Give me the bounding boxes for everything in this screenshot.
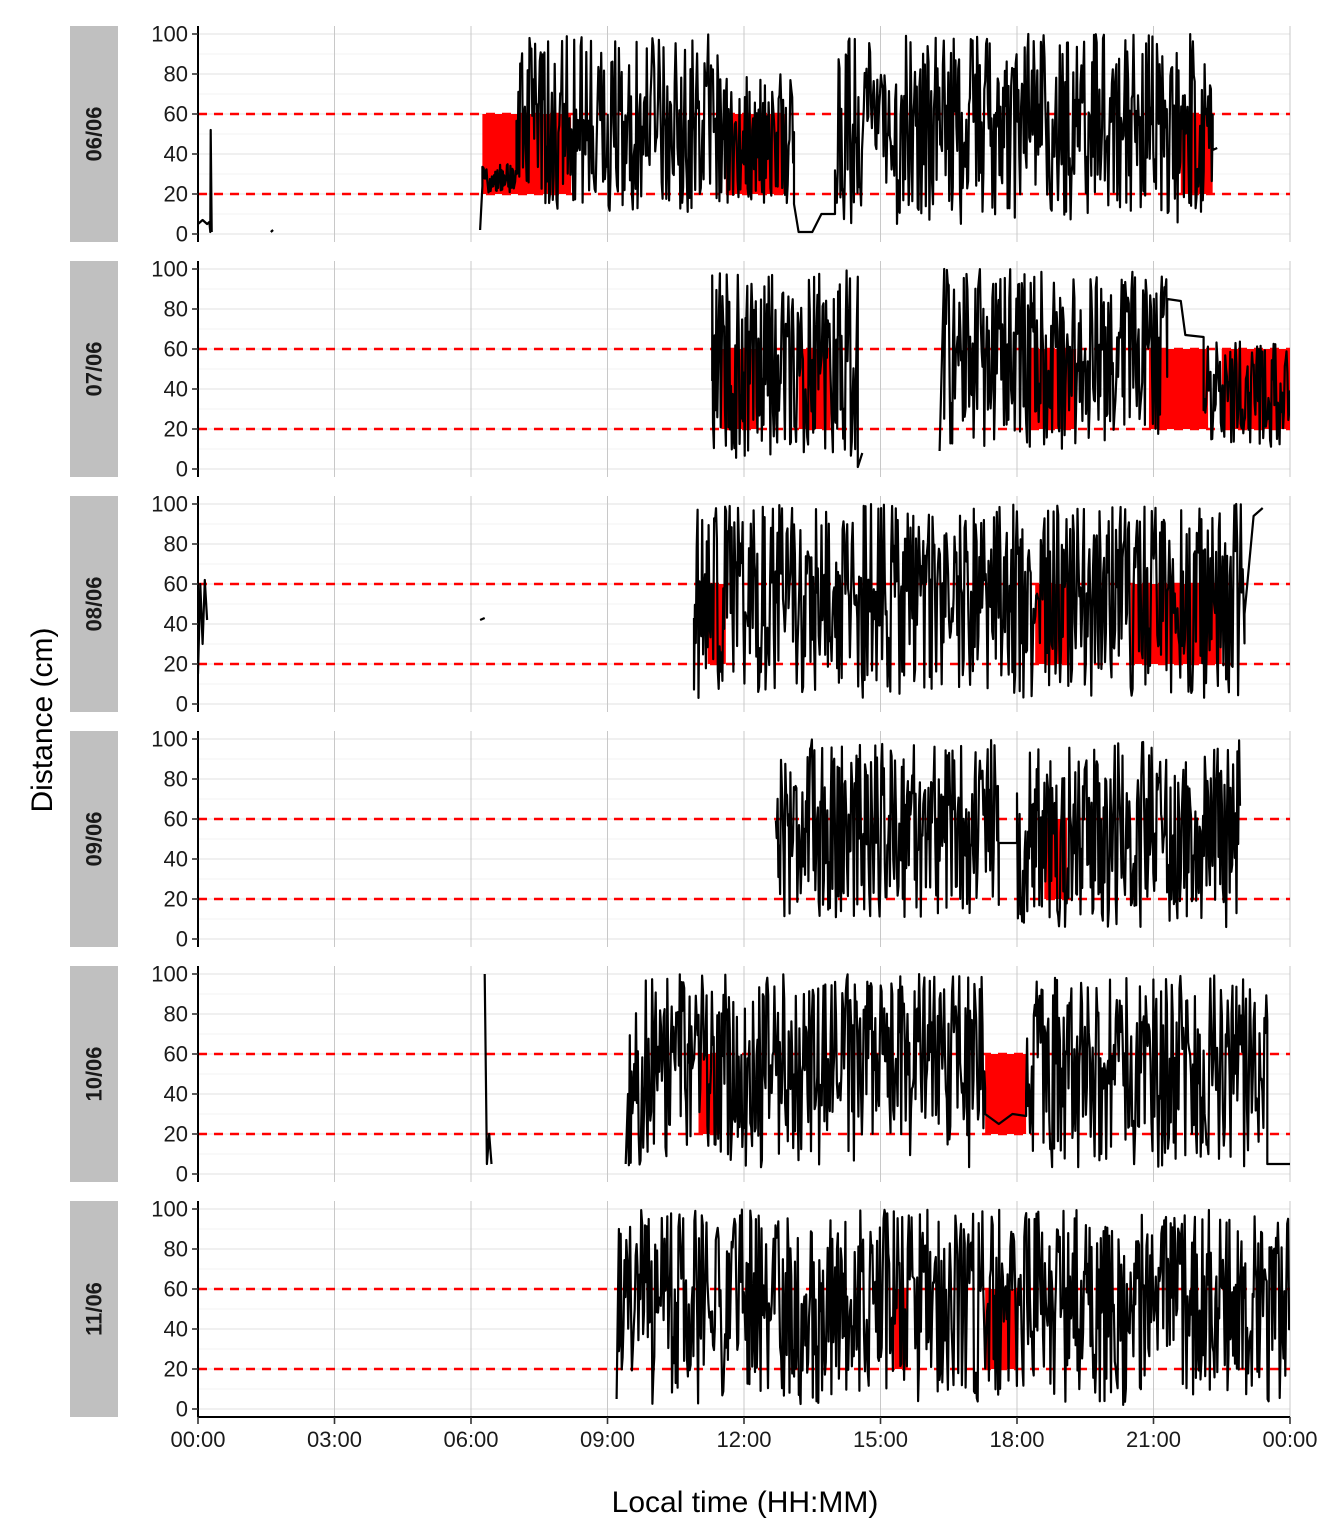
y-tick-label: 60 <box>164 572 188 597</box>
facet-strip-label: 07/06 <box>82 341 107 396</box>
facet-strip <box>70 261 118 477</box>
facet-strip-label: 09/06 <box>82 811 107 866</box>
y-tick-label: 80 <box>164 532 188 557</box>
series-line <box>711 267 1290 469</box>
y-tick-label: 100 <box>151 492 188 517</box>
y-tick-label: 20 <box>164 182 188 207</box>
facet-plot-area <box>198 502 1290 699</box>
facet-panel: 06/06 0 20 40 60 80 100 <box>70 22 1291 247</box>
facet-panel: 08/06 0 20 40 60 80 100 <box>70 492 1291 717</box>
y-tick-label: 100 <box>151 22 188 47</box>
facet-strip <box>70 496 118 712</box>
facet-strip <box>70 966 118 1182</box>
x-tick-label: 12:00 <box>716 1427 771 1452</box>
y-tick-label: 80 <box>164 767 188 792</box>
y-tick-label: 80 <box>164 62 188 87</box>
series-line <box>198 502 1264 699</box>
facet-plot-area <box>198 973 1290 1169</box>
y-tick-label: 20 <box>164 652 188 677</box>
y-tick-label: 80 <box>164 1002 188 1027</box>
facet-panels: 06/0602040608010007/0602040608010008/060… <box>70 22 1291 1422</box>
facet-strip-label: 06/06 <box>82 106 107 161</box>
facet-strip <box>70 1201 118 1417</box>
y-tick-label: 0 <box>176 222 188 247</box>
y-tick-label: 20 <box>164 887 188 912</box>
y-tick-label: 60 <box>164 1042 188 1067</box>
facet-strip-label: 11/06 <box>82 1282 107 1336</box>
x-tick-label: 09:00 <box>580 1427 635 1452</box>
highlight-window <box>985 1054 1027 1134</box>
facet-strip-label: 10/06 <box>82 1046 107 1101</box>
x-axis: 00:00 03:00 06:00 09:00 12:00 15:00 18:00 21:00… <box>170 1416 1318 1452</box>
facet-strip <box>70 731 118 947</box>
y-axis-title: Distance (cm) <box>26 627 59 812</box>
y-tick-label: 0 <box>176 457 188 482</box>
facet-panel: 07/06 0 20 40 60 80 100 <box>70 257 1291 482</box>
x-tick-label: 21:00 <box>1126 1427 1181 1452</box>
y-tick-label: 80 <box>164 1237 188 1262</box>
y-tick-label: 0 <box>176 692 188 717</box>
y-tick-label: 80 <box>164 297 188 322</box>
facet-strip <box>70 26 118 242</box>
y-tick-label: 60 <box>164 807 188 832</box>
y-tick-label: 40 <box>164 847 188 872</box>
x-tick-label: 18:00 <box>989 1427 1044 1452</box>
y-tick-label: 100 <box>151 1197 188 1222</box>
y-tick-label: 40 <box>164 1082 188 1107</box>
x-tick-label: 06:00 <box>443 1427 498 1452</box>
y-tick-label: 20 <box>164 1122 188 1147</box>
y-tick-label: 40 <box>164 612 188 637</box>
series-line <box>615 1208 1290 1406</box>
x-tick-label: 00:00 <box>170 1427 225 1452</box>
facet-panel: 11/06 0 20 40 60 80 100 <box>70 1197 1291 1422</box>
y-tick-label: 100 <box>151 727 188 752</box>
facet-plot-area <box>198 1208 1290 1406</box>
series-line <box>483 973 1290 1169</box>
y-tick-label: 40 <box>164 1317 188 1342</box>
y-tick-label: 100 <box>151 257 188 282</box>
y-tick-label: 60 <box>164 337 188 362</box>
x-tick-label: 00:00 <box>1262 1427 1317 1452</box>
y-tick-label: 20 <box>164 417 188 442</box>
facet-panel: 09/06 0 20 40 60 80 100 <box>70 727 1291 952</box>
facet-strip-label: 08/06 <box>82 576 107 631</box>
y-tick-label: 0 <box>176 1397 188 1422</box>
facet-plot-area <box>198 34 1290 232</box>
facet-plot-area <box>198 267 1290 469</box>
y-tick-label: 40 <box>164 142 188 167</box>
y-tick-label: 40 <box>164 377 188 402</box>
facet-plot-area <box>198 738 1290 929</box>
y-tick-label: 100 <box>151 962 188 987</box>
x-tick-label: 03:00 <box>307 1427 362 1452</box>
y-tick-label: 60 <box>164 102 188 127</box>
x-tick-label: 15:00 <box>853 1427 908 1452</box>
y-tick-label: 60 <box>164 1277 188 1302</box>
y-tick-label: 0 <box>176 927 188 952</box>
y-tick-label: 0 <box>176 1162 188 1187</box>
facet-panel: 10/06 0 20 40 60 80 100 <box>70 962 1291 1187</box>
x-axis-title: Local time (HH:MM) <box>612 1486 879 1519</box>
y-tick-label: 20 <box>164 1357 188 1382</box>
series-line <box>774 738 1242 929</box>
